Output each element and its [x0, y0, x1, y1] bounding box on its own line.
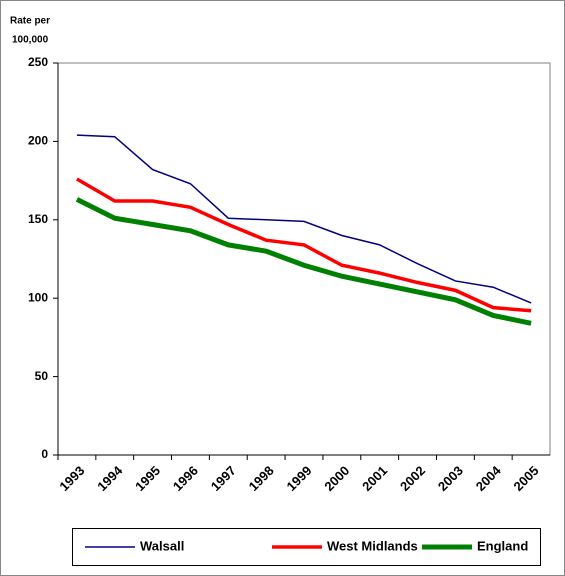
y-tick-label: 100 [28, 290, 48, 304]
series-line [76, 134, 532, 304]
series-line [76, 177, 532, 313]
legend-label: England [477, 538, 528, 553]
y-axis-label: 100,000 [12, 35, 49, 46]
y-tick-label: 200 [28, 134, 48, 148]
y-tick-label: 250 [28, 55, 48, 69]
legend-label: West Midlands [327, 538, 418, 553]
y-tick-label: 150 [28, 212, 48, 226]
y-tick-label: 0 [41, 447, 48, 461]
legend-label: Walsall [140, 538, 184, 553]
y-axis-label: Rate per [10, 16, 50, 27]
series-line [75, 197, 532, 326]
y-tick-label: 50 [35, 369, 49, 383]
